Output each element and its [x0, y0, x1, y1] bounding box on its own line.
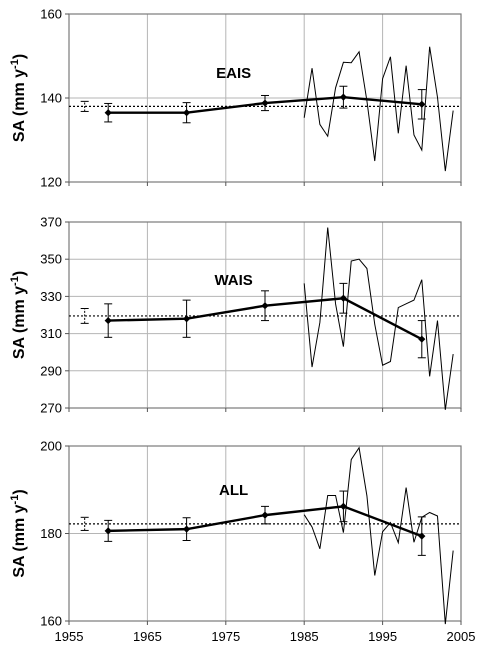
- x-tick-label: 2005: [447, 629, 476, 644]
- x-tick-label: 1975: [211, 629, 240, 644]
- decadal-point: [261, 511, 269, 519]
- y-tick-label: 160: [40, 7, 62, 22]
- y-tick-label: 310: [40, 326, 62, 341]
- panel-wais: 270 290 310 330 350 370 SA (mm y-1) WAIS: [9, 215, 462, 416]
- panel-eais: 120 140 160 SA (mm y-1) EAIS: [9, 7, 462, 190]
- annual-series-line: [303, 227, 454, 410]
- decadal-point: [261, 99, 269, 107]
- x-tick-label: 1965: [133, 629, 162, 644]
- y-axis-label: SA (mm y-1): [9, 489, 28, 577]
- panel-label: ALL: [219, 482, 248, 499]
- y-tick-label: 270: [40, 401, 62, 416]
- decadal-point: [339, 294, 347, 302]
- decadal-point: [104, 316, 112, 325]
- y-tick-label: 200: [40, 439, 62, 454]
- decadal-point: [183, 109, 191, 117]
- y-tick-label: 290: [40, 363, 62, 378]
- annual-series-line: [303, 46, 454, 172]
- x-tick-label: 1985: [290, 629, 319, 644]
- decadal-point: [339, 93, 347, 101]
- decadal-point: [104, 527, 112, 535]
- y-tick-label: 350: [40, 252, 62, 267]
- decadal-point: [104, 109, 112, 117]
- y-tick-label: 180: [40, 526, 62, 541]
- decadal-point: [183, 315, 191, 323]
- x-tick-label: 1955: [55, 629, 84, 644]
- y-tick-label: 370: [40, 215, 62, 230]
- y-axis-label: SA (mm y-1): [9, 54, 28, 142]
- y-tick-label: 120: [40, 175, 62, 190]
- annual-series-line: [303, 446, 454, 625]
- plot-frame: [68, 221, 462, 409]
- panel-label: EAIS: [216, 65, 251, 82]
- decadal-point: [339, 502, 347, 510]
- y-tick-label: 160: [40, 614, 62, 629]
- decadal-point: [261, 302, 269, 310]
- y-axis-label: SA (mm y-1): [9, 271, 28, 359]
- decadal-point: [183, 525, 191, 533]
- x-tick-label: 1995: [368, 629, 397, 644]
- panel-all: 160 180 200 1955 1965 1975 1985 1995 2005 SA (mm …: [9, 439, 475, 645]
- decadal-point: [418, 532, 426, 540]
- y-tick-label: 140: [40, 91, 62, 106]
- y-tick-label: 330: [40, 289, 62, 304]
- panel-label: WAIS: [214, 272, 252, 289]
- decadal-point: [418, 100, 426, 108]
- decadal-point: [418, 335, 426, 343]
